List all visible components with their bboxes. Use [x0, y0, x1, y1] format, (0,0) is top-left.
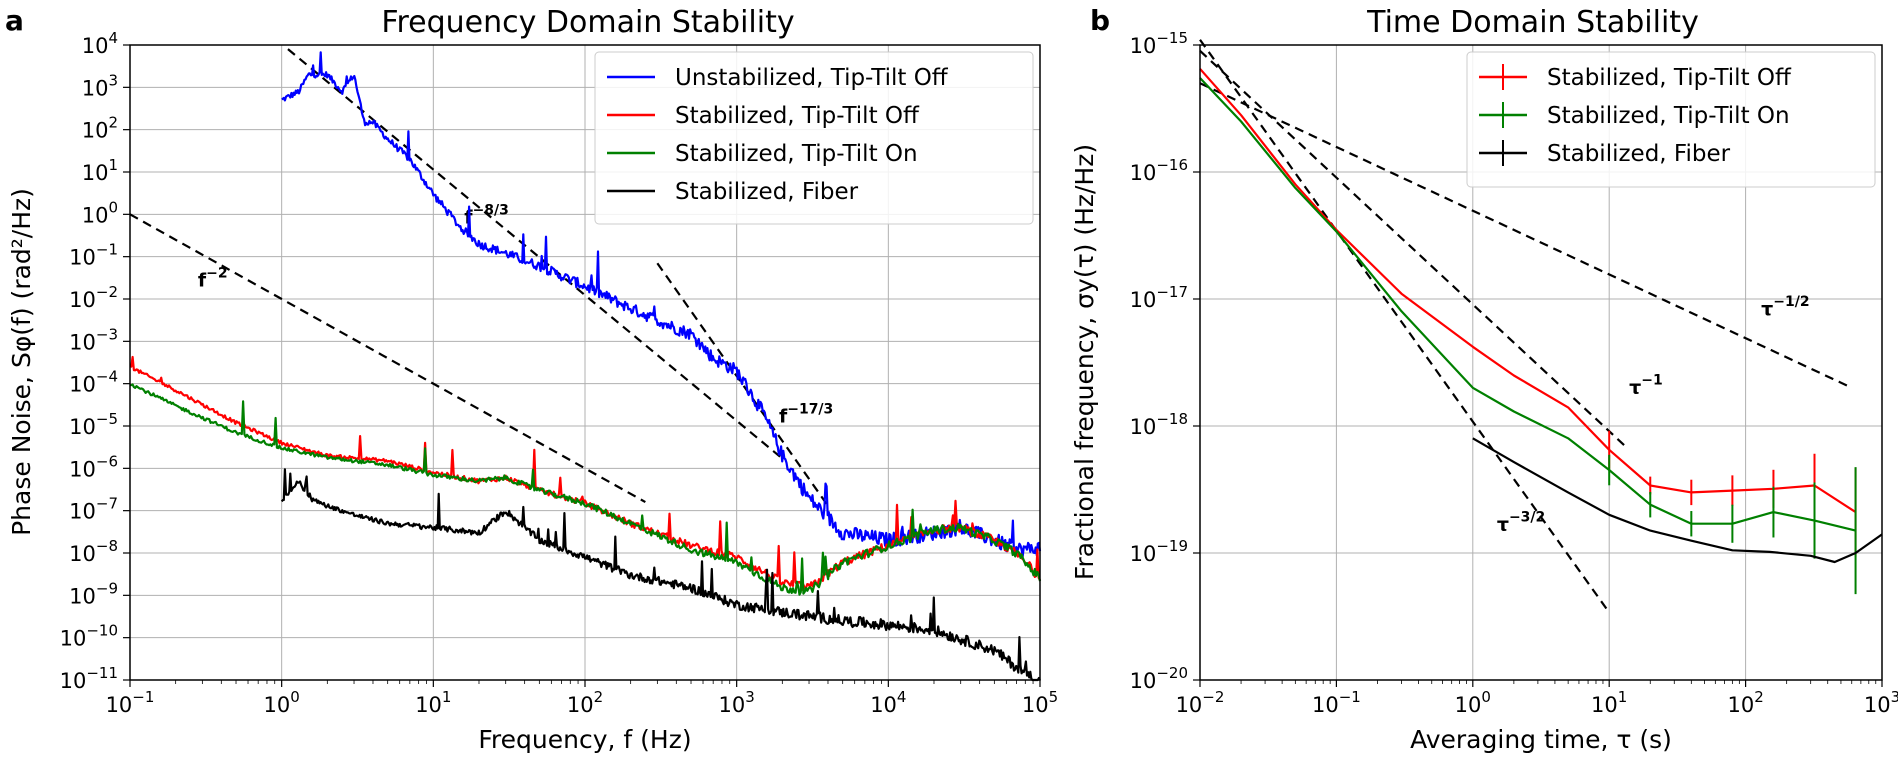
panel-a-title: Frequency Domain Stability [381, 5, 794, 40]
panel-a-series [129, 51, 1042, 682]
legend-box [594, 51, 1034, 225]
series-line [1472, 437, 1883, 564]
x-tick-label: 10−1 [1312, 688, 1361, 717]
legend-label: Stabilized, Tip-Tilt Off [1547, 65, 1792, 91]
legend-label: Unstabilized, Tip-Tilt Off [675, 65, 949, 91]
panel-b-legend: Stabilized, Tip-Tilt Off Stabilized, Tip-… [1466, 51, 1876, 188]
y-tick-label: 10−6 [69, 452, 118, 481]
y-tick-label: 10−1 [69, 241, 118, 270]
legend-label: Stabilized, Tip-Tilt On [675, 141, 918, 167]
x-tick-label: 103 [1864, 688, 1898, 717]
y-tick-label: 10−7 [69, 495, 118, 524]
series-line [129, 383, 1042, 596]
reference-line [129, 213, 646, 503]
panel-a-letter: a [5, 4, 24, 37]
panel-b-xlabel: Averaging time, τ (s) [1410, 725, 1672, 754]
panel-b-ylabel: Fractional frequency, σy(τ) (Hz/Hz) [1070, 144, 1099, 580]
x-tick-label: 103 [719, 688, 755, 717]
reference-line [656, 262, 829, 507]
panel-b-letter: b [1090, 4, 1110, 37]
panel-b-axes-frame [1199, 44, 1883, 681]
series-line [1199, 77, 1856, 532]
series-line [1199, 68, 1857, 514]
y-tick-label: 10−9 [69, 579, 118, 608]
legend-label: Stabilized, Fiber [1547, 141, 1731, 167]
panel-b: b Time Domain Stability τ−1/2τ−1τ−3/2 10… [1070, 4, 1898, 754]
legend-label: Stabilized, Tip-Tilt On [1547, 103, 1790, 129]
panel-a-xlabel: Frequency, f (Hz) [478, 725, 691, 754]
panel-a-ylabel: Phase Noise, Sφ(f) (rad²/Hz) [7, 188, 36, 536]
series-line [280, 468, 1041, 682]
panel-a: a Frequency Domain Stability f−8/3f−2f−1… [5, 4, 1058, 754]
y-tick-label: 103 [82, 71, 118, 100]
legend-box [1466, 51, 1876, 188]
panel-b-title: Time Domain Stability [1366, 5, 1699, 40]
panel-a-reference-lines: f−8/3f−2f−17/3 [129, 48, 833, 507]
reference-line [1199, 50, 1626, 447]
y-tick-label: 10−4 [69, 368, 118, 397]
reference-line [1199, 39, 1611, 614]
panel-a-legend: Unstabilized, Tip-Tilt Off Stabilized, Ti… [594, 51, 1034, 225]
legend-label: Stabilized, Fiber [675, 179, 859, 205]
legend-label: Stabilized, Tip-Tilt Off [675, 103, 920, 129]
panel-b-series [1199, 68, 1883, 595]
reference-line [287, 48, 784, 460]
